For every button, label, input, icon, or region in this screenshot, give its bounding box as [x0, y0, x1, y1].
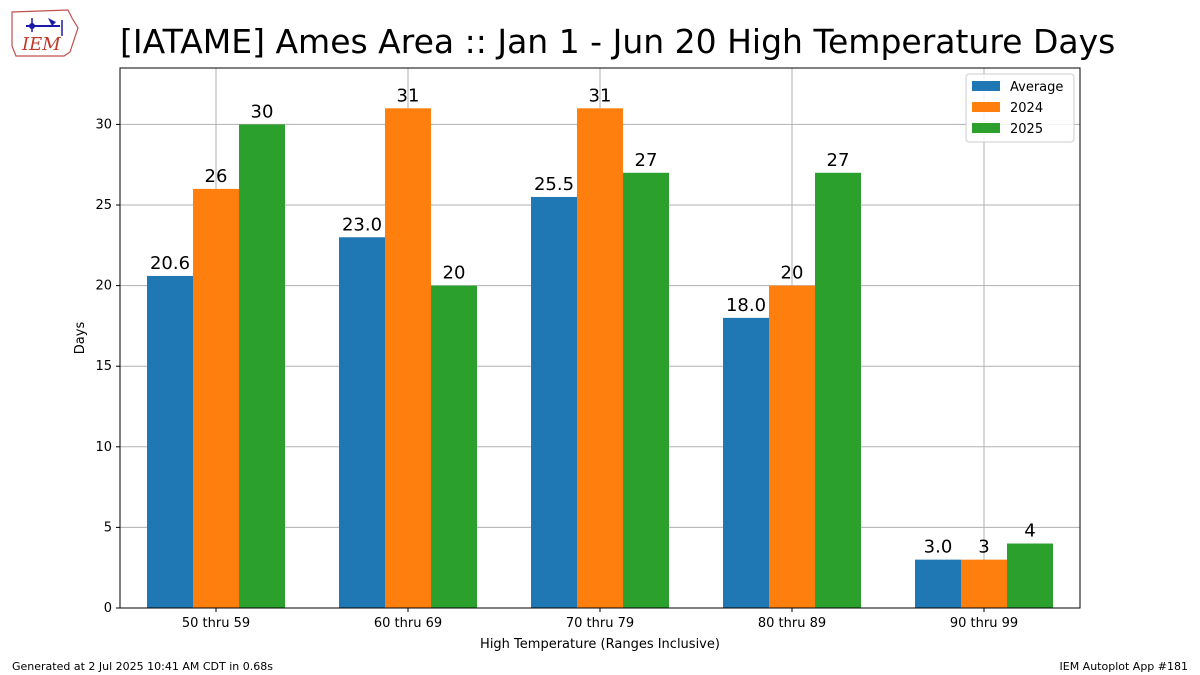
- y-tick-label: 10: [95, 440, 112, 455]
- x-tick-label: 50 thru 59: [182, 616, 250, 631]
- bar-2025-1: [431, 285, 477, 608]
- bar-average-1: [339, 237, 385, 609]
- chart-title: [IATAME] Ames Area :: Jan 1 - Jun 20 Hig…: [120, 22, 1116, 61]
- iem-logo: IEM: [8, 6, 82, 60]
- bar-2025-4: [1007, 543, 1053, 608]
- data-label: 20: [781, 263, 804, 284]
- bar-2024-2: [577, 108, 623, 608]
- svg-text:IEM: IEM: [21, 34, 61, 55]
- x-axis-label: High Temperature (Ranges Inclusive): [480, 637, 720, 652]
- bar-2024-3: [769, 285, 815, 608]
- data-label: 3.0: [924, 537, 953, 558]
- bar-average-0: [147, 275, 193, 608]
- bar-2025-0: [239, 124, 285, 608]
- legend-label: 2025: [1010, 122, 1043, 137]
- bar-2025-3: [815, 172, 861, 608]
- y-tick-label: 25: [95, 198, 112, 213]
- data-label: 18.0: [726, 295, 766, 316]
- bar-average-3: [723, 317, 769, 608]
- data-label: 27: [827, 150, 850, 171]
- legend-swatch-2025: [972, 123, 1000, 133]
- bar-average-2: [531, 196, 577, 608]
- data-label: 31: [397, 85, 420, 106]
- y-tick-label: 20: [95, 279, 112, 294]
- x-tick-label: 70 thru 79: [566, 616, 634, 631]
- data-label: 20: [443, 263, 466, 284]
- data-label: 27: [635, 150, 658, 171]
- generated-timestamp: Generated at 2 Jul 2025 10:41 AM CDT in …: [12, 660, 273, 673]
- data-label: 30: [251, 101, 274, 122]
- data-label: 25.5: [534, 174, 574, 195]
- bar-2025-2: [623, 172, 669, 608]
- bar-average-4: [915, 559, 961, 608]
- y-tick-label: 0: [104, 601, 112, 616]
- legend-swatch-average: [972, 81, 1000, 91]
- y-tick-label: 5: [104, 520, 112, 535]
- data-label: 26: [205, 166, 228, 187]
- data-label: 3: [978, 537, 989, 558]
- x-tick-label: 80 thru 89: [758, 616, 826, 631]
- data-label: 4: [1024, 521, 1035, 542]
- y-tick-label: 15: [95, 359, 112, 374]
- y-axis-label: Days: [73, 322, 88, 355]
- legend-label: Average: [1010, 80, 1063, 95]
- data-label: 23.0: [342, 214, 382, 235]
- data-label: 31: [589, 85, 612, 106]
- bar-2024-0: [193, 188, 239, 609]
- x-tick-label: 60 thru 69: [374, 616, 442, 631]
- legend-label: 2024: [1010, 101, 1043, 116]
- app-credit: IEM Autoplot App #181: [1059, 660, 1189, 673]
- bar-2024-1: [385, 108, 431, 608]
- data-label: 20.6: [150, 253, 190, 274]
- y-tick-label: 30: [95, 117, 112, 132]
- x-tick-label: 90 thru 99: [950, 616, 1018, 631]
- legend-swatch-2024: [972, 102, 1000, 112]
- bar-2024-4: [961, 559, 1007, 608]
